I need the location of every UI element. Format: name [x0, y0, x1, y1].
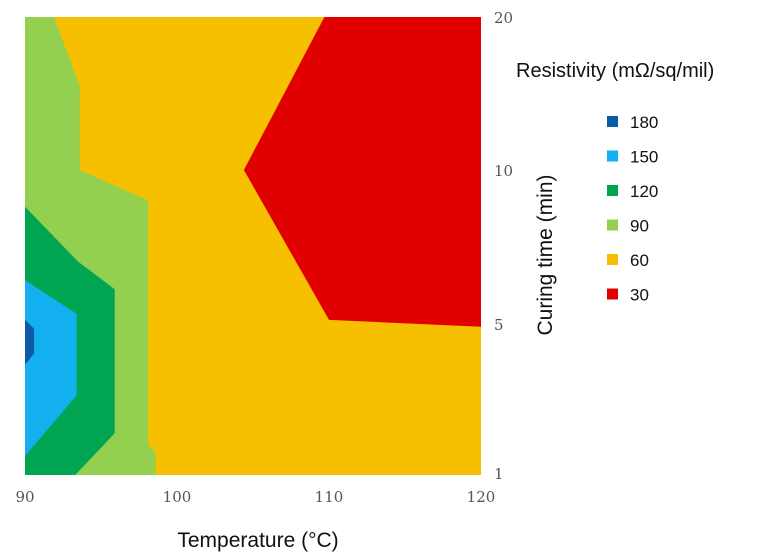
x-tick-110: 110 [315, 488, 344, 506]
contour-region-180 [25, 319, 35, 365]
x-tick-100: 100 [163, 488, 192, 506]
legend-swatch-150 [607, 150, 618, 162]
legend-label-90: 90 [630, 217, 649, 236]
y-axis: 20 10 5 1 Curing time (min) [494, 9, 557, 483]
x-tick-90: 90 [15, 488, 34, 506]
x-axis: 90 100 110 120 Temperature (°C) [15, 488, 495, 552]
legend-items: 180 150 120 90 60 30 [607, 113, 658, 305]
contour-region-30 [243, 17, 481, 327]
contour-region-150 [25, 280, 77, 456]
legend-swatch-180 [607, 116, 618, 127]
x-tick-120: 120 [467, 488, 496, 506]
y-axis-label: Curing time (min) [534, 174, 557, 335]
legend-swatch-120 [607, 185, 618, 196]
legend-label-30: 30 [630, 286, 649, 305]
legend-title: Resistivity (mΩ/sq/mil) [516, 60, 714, 82]
legend-swatch-30 [607, 288, 618, 300]
legend-label-180: 180 [630, 113, 658, 132]
x-axis-label: Temperature (°C) [177, 529, 338, 552]
legend-label-150: 150 [630, 148, 658, 167]
legend: Resistivity (mΩ/sq/mil) 180 150 120 90 60 30 [516, 60, 714, 305]
legend-label-120: 120 [630, 182, 658, 201]
y-tick-1: 1 [494, 465, 504, 483]
y-tick-5: 5 [494, 316, 504, 334]
legend-label-60: 60 [630, 251, 649, 270]
y-tick-10: 10 [494, 162, 513, 180]
legend-swatch-60 [607, 254, 618, 265]
y-tick-20: 20 [494, 9, 513, 27]
plot-area [25, 17, 481, 475]
legend-swatch-90 [607, 219, 618, 231]
